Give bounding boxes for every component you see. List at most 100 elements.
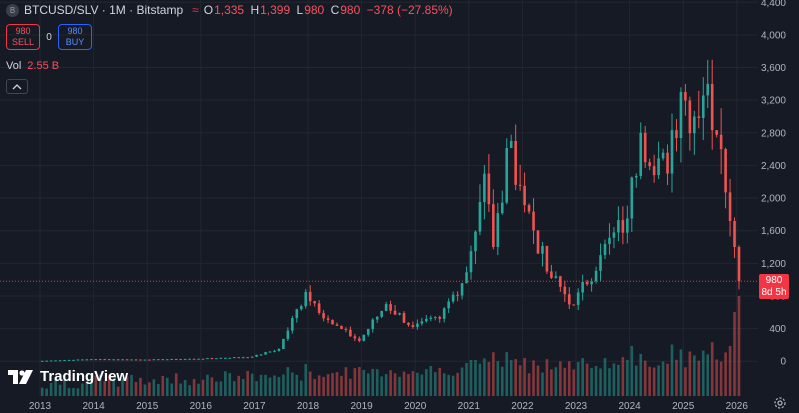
- volume-bar: [460, 367, 464, 396]
- volume-bar: [500, 366, 504, 396]
- volume-bar: [724, 352, 727, 396]
- volume-bar: [509, 360, 513, 396]
- candle-body: [590, 281, 593, 285]
- collapse-button[interactable]: [6, 79, 28, 94]
- candle-body: [49, 360, 53, 362]
- volume-bar: [308, 371, 312, 396]
- candle-body: [563, 286, 567, 295]
- bitcoin-icon: B: [6, 3, 19, 17]
- y-tick-label: 0: [780, 357, 786, 368]
- volume-bar: [541, 372, 544, 396]
- volume-bar: [608, 368, 611, 396]
- volume-bar: [98, 374, 102, 396]
- volume-bar: [567, 361, 571, 396]
- volume-bar: [389, 370, 392, 396]
- volume-bar: [94, 375, 98, 396]
- sell-button[interactable]: 980 SELL: [6, 24, 40, 50]
- candle-body: [536, 230, 540, 254]
- volume-bar: [594, 365, 598, 396]
- candle-body: [626, 218, 629, 233]
- candle-body: [697, 116, 701, 119]
- candle-body: [161, 359, 165, 361]
- volume-bar: [478, 363, 482, 396]
- candle-body: [621, 220, 625, 233]
- volume-bar: [295, 374, 299, 396]
- candle-body: [322, 312, 325, 319]
- volume-bar: [630, 345, 634, 396]
- volume-bar: [416, 372, 419, 396]
- candle-body: [358, 338, 361, 341]
- volume-bar: [474, 359, 477, 396]
- candle-body: [246, 357, 249, 359]
- volume-bar: [107, 375, 111, 396]
- volume-bar: [661, 361, 665, 396]
- candle-body: [634, 175, 638, 178]
- candle-body: [469, 251, 473, 273]
- candle-body: [90, 359, 93, 361]
- candle-body: [157, 359, 160, 361]
- volume-bar: [259, 374, 263, 396]
- candle-body: [447, 301, 450, 309]
- volume-bar: [442, 373, 446, 396]
- volume-bar: [224, 371, 227, 396]
- volume-bar: [206, 374, 209, 396]
- x-tick-label: 2014: [82, 401, 105, 412]
- chart-header: B BTCUSD/SLV · 1M · Bitstamp ≈ O1,335 H1…: [6, 3, 454, 17]
- volume-bar: [728, 346, 732, 396]
- volume-bar: [693, 355, 696, 396]
- volume-bar: [532, 360, 535, 396]
- candle-body: [81, 359, 84, 361]
- x-tick-label: 2025: [672, 401, 695, 412]
- buy-button[interactable]: 980 BUY: [58, 24, 92, 50]
- volume-bar: [210, 377, 214, 396]
- candle-body: [143, 359, 147, 361]
- volume-bar: [183, 380, 187, 396]
- volume-bar: [554, 367, 558, 396]
- volume-value: 2.55 B: [27, 60, 60, 72]
- y-tick-label: 400: [769, 324, 786, 335]
- volume-bar: [523, 357, 526, 396]
- x-tick-label: 2021: [458, 401, 481, 412]
- volume-bar: [398, 376, 401, 396]
- candle-body: [317, 303, 321, 313]
- candle-body: [63, 360, 66, 362]
- candle-body: [701, 95, 705, 119]
- candle-body: [675, 130, 678, 139]
- volume-bar: [335, 372, 339, 396]
- y-tick-label: 2,000: [761, 194, 786, 205]
- candle-body: [416, 323, 419, 327]
- candle-body: [273, 350, 276, 352]
- volume-bars: [40, 296, 741, 396]
- candle-body: [657, 158, 660, 176]
- volume-bar: [362, 369, 366, 396]
- volume-bar: [666, 363, 669, 396]
- candle-body: [58, 360, 62, 362]
- gear-icon[interactable]: [773, 396, 787, 410]
- volume-bar: [250, 373, 254, 396]
- candle-body: [648, 162, 651, 167]
- volume-bar: [701, 350, 705, 396]
- candle-body: [286, 330, 290, 339]
- candle-body: [670, 130, 674, 174]
- volume-bar: [433, 372, 437, 396]
- tradingview-logo[interactable]: TradingView: [8, 368, 128, 385]
- volume-bar: [496, 361, 500, 396]
- candle-body: [371, 319, 375, 330]
- chart-title[interactable]: BTCUSD/SLV · 1M · Bitstamp: [24, 3, 184, 17]
- volume-bar: [621, 357, 625, 396]
- volume-bar: [706, 354, 710, 396]
- x-tick-label: 2018: [297, 401, 320, 412]
- volume-bar: [626, 359, 629, 396]
- volume-bar: [246, 370, 249, 396]
- candle-body: [572, 304, 576, 306]
- candle-body: [402, 313, 406, 323]
- volume-bar: [282, 374, 285, 396]
- candle-body: [429, 317, 433, 319]
- x-tick-label: 2017: [243, 401, 266, 412]
- candle-body: [594, 270, 598, 282]
- volume-bar: [719, 361, 723, 396]
- x-tick-label: 2024: [618, 401, 641, 412]
- volume-bar: [90, 375, 93, 396]
- volume-bar: [585, 363, 589, 396]
